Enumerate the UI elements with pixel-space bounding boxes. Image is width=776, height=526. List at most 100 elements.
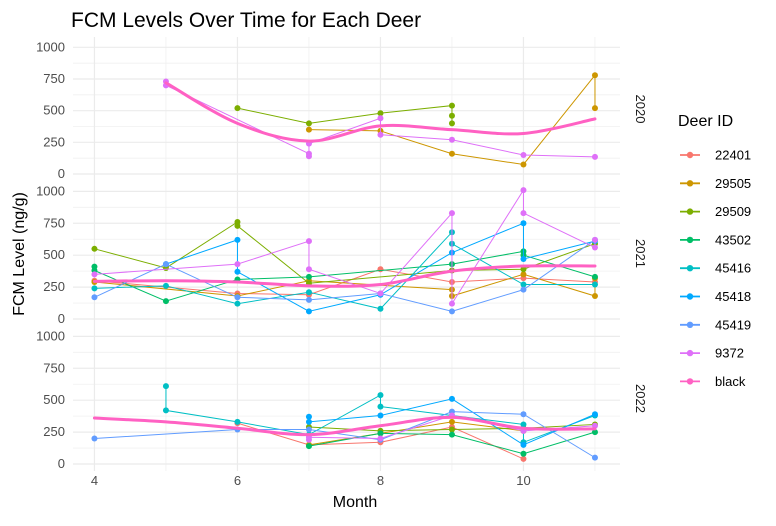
data-point-45419 <box>591 454 598 461</box>
data-point-45416 <box>162 383 169 390</box>
y-tick-label: 1000 <box>36 328 65 343</box>
data-point-43502 <box>305 443 312 450</box>
y-tick-label: 750 <box>43 215 65 230</box>
legend-key-dot <box>686 293 694 300</box>
data-point-9372 <box>448 210 455 217</box>
data-point-43502 <box>520 450 527 457</box>
data-point-9372 <box>377 115 384 122</box>
data-point-45416 <box>377 403 384 410</box>
data-point-43502 <box>377 430 384 437</box>
y-tick-label: 750 <box>43 71 65 86</box>
data-point-29505 <box>591 105 598 112</box>
y-tick-label: 250 <box>43 134 65 149</box>
legend-label: 9372 <box>715 346 744 361</box>
data-point-29509 <box>520 266 527 273</box>
data-point-9372 <box>520 152 527 158</box>
series-line-black <box>92 264 597 288</box>
data-point-29505 <box>520 271 527 278</box>
data-point-29509 <box>448 102 455 109</box>
data-point-45418 <box>305 413 312 420</box>
legend-key-dot <box>686 180 694 187</box>
legend-item-black: black <box>680 374 746 389</box>
data-point-9372 <box>91 271 98 278</box>
series-line-43502 <box>93 250 596 302</box>
series-line-29505 <box>308 421 524 446</box>
facet-strip-label: 2021 <box>633 239 648 268</box>
data-point-45418 <box>305 418 312 425</box>
legend-label: 45416 <box>715 261 751 276</box>
legend-key-dot <box>686 236 694 244</box>
legend-label: black <box>715 374 746 389</box>
data-point-9372 <box>448 136 455 143</box>
data-point-45416 <box>377 392 384 399</box>
data-point-45419 <box>520 411 527 418</box>
facet-panel-2021: 0 250 500 750 1000 2021 <box>36 181 648 326</box>
data-point-45416 <box>305 289 312 296</box>
data-point-45419 <box>91 294 98 301</box>
y-axis-title: FCM Level (ng/g) <box>11 192 28 316</box>
y-tick-label: 1000 <box>36 39 65 54</box>
data-point-29505 <box>448 418 455 425</box>
facet-strip-label: 2022 <box>633 384 648 413</box>
y-tick-label: 750 <box>43 360 65 375</box>
y-tick-label: 500 <box>43 247 65 262</box>
legend-item-22401: 22401 <box>680 148 751 163</box>
legend-item-45416: 45416 <box>680 261 751 276</box>
data-point-45418 <box>520 256 527 263</box>
legend-key-dot <box>686 151 694 159</box>
data-point-45419 <box>91 435 98 442</box>
data-point-45418 <box>520 220 527 227</box>
data-point-45418 <box>234 236 241 243</box>
x-tick-label: 8 <box>377 473 384 488</box>
data-point-45419 <box>520 286 527 293</box>
legend-item-29505: 29505 <box>680 176 751 191</box>
data-point-45418 <box>234 268 241 275</box>
y-tick-label: 1000 <box>36 183 65 198</box>
data-point-45419 <box>448 308 455 315</box>
data-point-45416 <box>91 285 98 292</box>
data-point-29509 <box>448 426 455 433</box>
y-tick-label: 0 <box>58 311 65 326</box>
legend-label: 45419 <box>715 317 751 332</box>
y-tick-label: 0 <box>58 456 65 471</box>
series-line-45419 <box>94 239 596 312</box>
data-point-45416 <box>591 281 598 288</box>
data-point-22401 <box>520 455 527 462</box>
data-point-45419 <box>305 296 312 303</box>
legend-item-45418: 45418 <box>680 289 751 304</box>
facet-panel-2020: 0 250 500 750 1000 2020 <box>36 37 648 181</box>
x-tick-label: 4 <box>91 473 98 488</box>
series-line-9372 <box>165 81 595 158</box>
series-line-45416 <box>94 230 595 310</box>
legend-key-dot <box>686 321 694 328</box>
data-point-9372 <box>591 236 598 243</box>
data-point-45418 <box>448 395 455 402</box>
data-point-29505 <box>448 150 455 157</box>
data-point-29505 <box>591 72 598 79</box>
legend-label: 29509 <box>715 204 751 219</box>
data-point-45418 <box>520 441 527 448</box>
data-point-9372 <box>377 290 384 297</box>
facet-strip-label: 2020 <box>633 95 648 124</box>
legend-label: 45418 <box>715 289 751 304</box>
y-tick-label: 500 <box>43 103 65 118</box>
data-point-45416 <box>162 282 169 289</box>
x-tick-label: 10 <box>516 473 530 488</box>
legend-key-dot <box>686 378 694 385</box>
legend-label: 22401 <box>715 148 751 163</box>
legend-item-9372: 9372 <box>680 346 744 361</box>
data-point-29509 <box>448 120 455 127</box>
data-point-9372 <box>520 187 527 194</box>
legend-title: Deer ID <box>678 113 733 130</box>
data-point-43502 <box>305 273 312 280</box>
data-point-45419 <box>234 294 241 301</box>
legend-label: 43502 <box>715 232 751 247</box>
data-point-29509 <box>448 112 455 119</box>
data-point-45419 <box>162 261 169 268</box>
facet-panel-2022: 0 250 500 750 1000 2022 <box>36 326 648 471</box>
data-point-29509 <box>377 110 384 117</box>
data-point-43502 <box>162 298 169 305</box>
data-point-9372 <box>520 210 527 217</box>
